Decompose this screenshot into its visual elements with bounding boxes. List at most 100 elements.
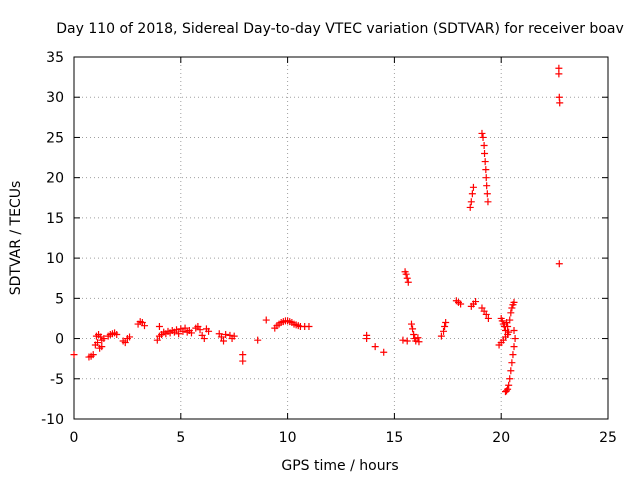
data-point: [483, 190, 491, 198]
data-point: [508, 359, 516, 367]
data-point: [481, 150, 489, 158]
data-point: [153, 336, 161, 344]
data-point: [100, 335, 108, 343]
data-point: [510, 298, 518, 306]
data-point: [113, 331, 121, 339]
data-point: [508, 304, 516, 312]
data-point: [505, 381, 513, 389]
data-point: [403, 337, 411, 345]
data-point: [511, 335, 519, 343]
x-tick-label: 5: [176, 430, 185, 446]
data-point: [440, 327, 448, 335]
x-axis-label: GPS time / hours: [281, 458, 398, 474]
y-axis-label: SDTVAR / TECUs: [8, 181, 24, 296]
y-tick-label: 25: [46, 130, 64, 146]
data-point: [507, 367, 515, 375]
data-point: [200, 335, 208, 343]
data-point: [97, 333, 105, 341]
data-point: [217, 333, 225, 341]
data-point: [220, 337, 228, 345]
data-point: [371, 343, 379, 351]
data-point: [504, 322, 512, 330]
data-point: [467, 198, 475, 206]
data-point: [305, 322, 313, 330]
data-point: [380, 348, 388, 356]
data-point: [407, 320, 415, 328]
data-point: [480, 141, 488, 149]
y-tick-labels: -10 -5 0 5 10 15 20 25 30 35: [41, 50, 64, 428]
data-point: [437, 332, 445, 340]
y-tick-label: 35: [46, 50, 64, 66]
y-tick-label: 20: [46, 171, 64, 187]
data-point: [468, 190, 476, 198]
data-point: [501, 327, 509, 335]
data-point: [478, 129, 486, 137]
data-point: [70, 351, 78, 359]
data-point: [484, 198, 492, 206]
data-point: [466, 203, 474, 211]
data-point: [556, 99, 564, 107]
data-point: [402, 270, 410, 278]
data-point: [140, 322, 148, 330]
data-point: [498, 317, 506, 325]
data-points: [70, 64, 564, 396]
x-tick-label: 0: [70, 430, 79, 446]
axis-ticks: [73, 56, 609, 420]
data-point: [187, 329, 195, 337]
data-point: [404, 278, 412, 286]
y-tick-label: 30: [46, 90, 64, 106]
data-point: [506, 316, 514, 324]
data-point: [501, 388, 509, 396]
data-point: [507, 309, 515, 317]
data-point: [505, 328, 513, 336]
data-point: [239, 351, 247, 359]
data-point: [222, 331, 230, 339]
y-tick-label: -5: [50, 372, 64, 388]
data-point: [484, 314, 492, 322]
y-tick-label: 0: [55, 332, 64, 348]
data-point: [555, 260, 563, 268]
data-point: [196, 326, 204, 334]
data-point: [363, 331, 371, 339]
data-point: [254, 336, 262, 344]
data-point: [481, 158, 489, 166]
plot-frame: [73, 56, 609, 420]
y-tick-label: -10: [41, 412, 64, 428]
data-point: [509, 351, 517, 359]
data-point: [399, 336, 407, 344]
data-point: [472, 298, 480, 306]
data-point: [403, 274, 411, 282]
data-point: [442, 318, 450, 326]
data-point: [230, 332, 238, 340]
data-point: [441, 322, 449, 330]
data-point: [503, 387, 511, 395]
data-point: [457, 300, 465, 308]
y-tick-label: 5: [55, 291, 64, 307]
data-point: [89, 351, 97, 359]
y-tick-label: 15: [46, 211, 64, 227]
data-point: [506, 375, 514, 383]
data-point: [510, 327, 518, 335]
x-tick-label: 20: [492, 430, 510, 446]
data-point: [98, 343, 106, 351]
data-point: [175, 330, 183, 338]
data-point: [482, 174, 490, 182]
data-point: [479, 133, 487, 141]
data-point: [482, 166, 490, 174]
data-point: [410, 331, 418, 339]
data-point: [239, 357, 247, 365]
data-point: [469, 183, 477, 191]
data-point: [181, 324, 189, 332]
y-tick-label: 10: [46, 251, 64, 267]
data-point: [483, 182, 491, 190]
x-tick-label: 10: [279, 430, 297, 446]
data-point: [482, 310, 490, 318]
data-point: [409, 325, 417, 333]
data-point: [155, 322, 163, 330]
x-tick-labels: 0 5 10 15 20 25: [70, 430, 617, 446]
data-point: [555, 70, 563, 78]
x-tick-label: 15: [385, 430, 403, 446]
data-point: [93, 339, 101, 347]
data-point: [173, 326, 181, 334]
